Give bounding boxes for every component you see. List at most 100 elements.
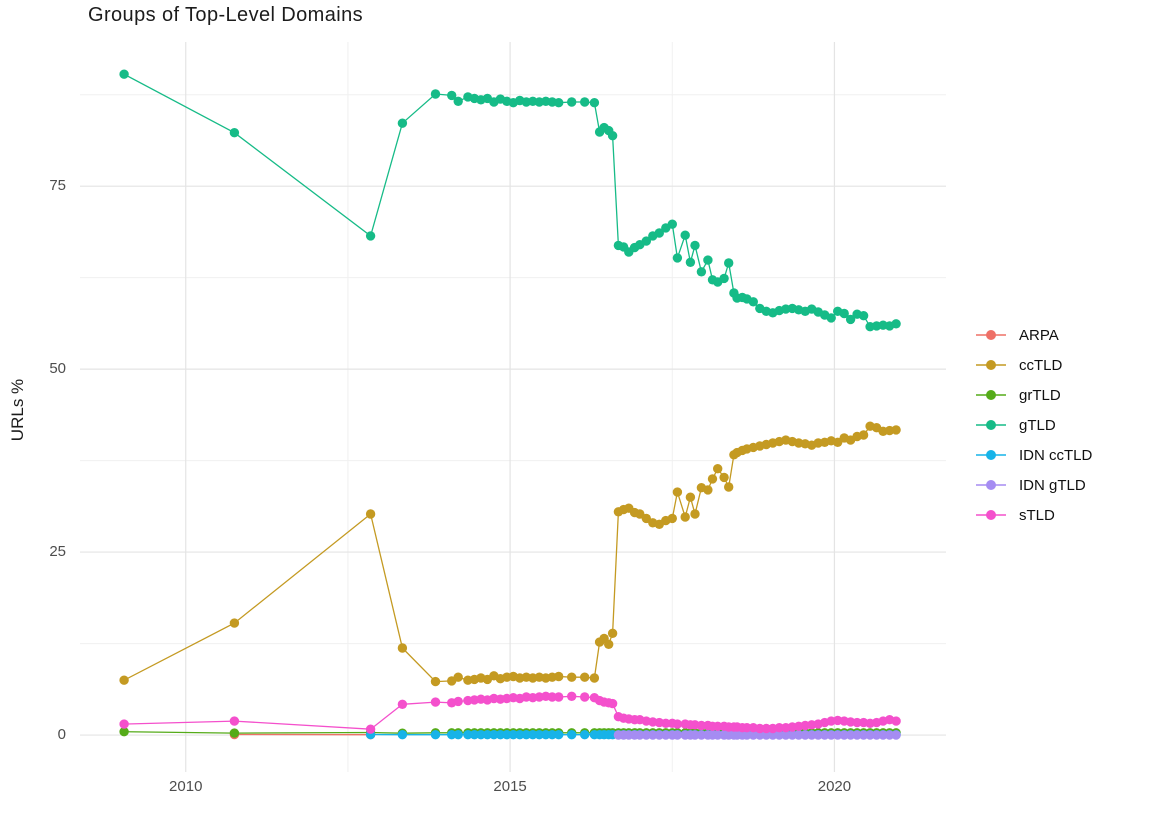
data-point-ccTLD	[672, 487, 683, 497]
data-point-IDN-gTLD	[891, 730, 901, 740]
data-point-gTLD	[680, 230, 690, 240]
data-point-gTLD	[826, 313, 836, 323]
data-point-grTLD	[119, 727, 129, 737]
legend-item-ccTLD: ccTLD	[976, 350, 1092, 380]
legend-label: ccTLD	[1019, 356, 1063, 374]
data-point-IDN-gTLD	[800, 730, 810, 740]
data-point-ccTLD	[858, 430, 869, 440]
data-point-IDN-gTLD	[858, 730, 869, 740]
data-point-gTLD	[696, 267, 707, 277]
legend: ARPA ccTLD grTLD gTLD IDN ccTLD IDN gTLD sTLD	[976, 320, 1092, 530]
data-point-IDN-ccTLD	[515, 730, 525, 740]
data-point-IDN-gTLD	[865, 730, 875, 740]
legend-item-sTLD: sTLD	[976, 500, 1092, 530]
y-tick-label: 75	[49, 177, 66, 195]
data-point-ccTLD	[891, 425, 901, 435]
x-tick-label: 2015	[493, 778, 527, 795]
data-point-gTLD	[119, 69, 129, 79]
gridlines	[80, 42, 946, 772]
data-point-IDN-ccTLD	[508, 730, 518, 740]
series-ARPA	[229, 729, 376, 740]
data-point-gTLD	[858, 311, 869, 321]
x-tick-label: 2020	[817, 778, 852, 795]
data-point-IDN-ccTLD	[489, 730, 499, 740]
data-point-IDN-gTLD	[781, 730, 791, 740]
data-point-IDN-gTLD	[696, 730, 707, 740]
y-tick-label: 0	[57, 726, 66, 744]
data-point-gTLD	[672, 253, 683, 263]
data-point-ccTLD	[685, 492, 696, 502]
data-point-sTLD	[229, 716, 240, 726]
data-point-gTLD	[589, 98, 600, 108]
data-point-IDN-ccTLD	[469, 730, 480, 740]
data-point-ccTLD	[719, 472, 729, 483]
data-point-sTLD	[397, 699, 408, 709]
data-point-ccTLD	[554, 671, 564, 682]
data-point-grTLD	[229, 728, 240, 738]
data-point-IDN-ccTLD	[567, 730, 577, 740]
data-point-ccTLD	[713, 464, 723, 474]
data-point-ccTLD	[229, 618, 240, 628]
data-point-gTLD	[891, 319, 901, 329]
data-point-IDN-gTLD	[871, 730, 882, 740]
chart-title: Groups of Top-Level Domains	[88, 4, 364, 26]
legend-item-gTLD: gTLD	[976, 410, 1092, 440]
data-point-sTLD	[774, 723, 784, 733]
data-point-ccTLD	[453, 672, 463, 682]
data-point-IDN-gTLD	[661, 730, 671, 740]
data-point-IDN-gTLD	[845, 730, 856, 740]
data-point-gTLD	[229, 128, 240, 138]
y-tick-label: 25	[49, 543, 66, 561]
data-point-IDN-gTLD	[768, 730, 778, 740]
data-point-sTLD	[430, 697, 441, 707]
data-point-sTLD	[852, 717, 862, 728]
data-point-IDN-ccTLD	[430, 730, 441, 740]
data-point-sTLD	[661, 718, 671, 728]
legend-key-icon	[976, 510, 1006, 520]
data-point-sTLD	[761, 723, 771, 734]
data-point-gTLD	[607, 131, 618, 141]
legend-label: gTLD	[1019, 416, 1056, 434]
legend-label: ARPA	[1019, 326, 1059, 344]
data-point-gTLD	[719, 273, 729, 284]
data-point-IDN-ccTLD	[476, 730, 486, 740]
data-point-gTLD	[554, 98, 564, 108]
data-point-ccTLD	[667, 513, 677, 524]
data-point-ccTLD	[607, 628, 618, 638]
data-point-sTLD	[672, 719, 683, 729]
data-point-gTLD	[685, 257, 696, 267]
data-point-IDN-gTLD	[826, 730, 836, 740]
data-point-ccTLD	[703, 485, 713, 495]
data-point-sTLD	[580, 692, 590, 702]
data-point-sTLD	[755, 723, 765, 734]
x-tick-label: 2010	[169, 778, 203, 795]
data-point-IDN-ccTLD	[447, 730, 457, 740]
legend-key-icon	[976, 390, 1006, 400]
data-point-ccTLD	[724, 482, 734, 492]
data-point-ccTLD	[397, 643, 408, 653]
legend-label: sTLD	[1019, 506, 1055, 524]
data-point-IDN-gTLD	[748, 730, 758, 740]
legend-key-icon	[976, 450, 1006, 460]
data-point-gTLD	[397, 118, 408, 128]
data-point-IDN-gTLD	[852, 730, 862, 740]
data-point-gTLD	[641, 236, 651, 246]
data-point-gTLD	[748, 297, 758, 307]
data-point-IDN-gTLD	[672, 730, 683, 740]
data-point-sTLD	[119, 719, 129, 729]
data-point-IDN-gTLD	[807, 730, 817, 740]
data-point-IDN-ccTLD	[502, 730, 512, 740]
data-point-IDN-gTLD	[654, 730, 664, 740]
data-point-sTLD	[696, 720, 707, 731]
legend-item-IDN-gTLD: IDN gTLD	[976, 470, 1092, 500]
legend-key-icon	[976, 360, 1006, 370]
series-IDN-gTLD	[613, 730, 901, 740]
data-point-IDN-ccTLD	[534, 730, 544, 740]
data-point-gTLD	[845, 314, 856, 325]
data-point-gTLD	[667, 219, 677, 229]
data-point-ccTLD	[430, 676, 441, 687]
legend-label: grTLD	[1019, 386, 1061, 404]
data-point-gTLD	[703, 255, 713, 265]
data-point-IDN-ccTLD	[547, 730, 557, 740]
